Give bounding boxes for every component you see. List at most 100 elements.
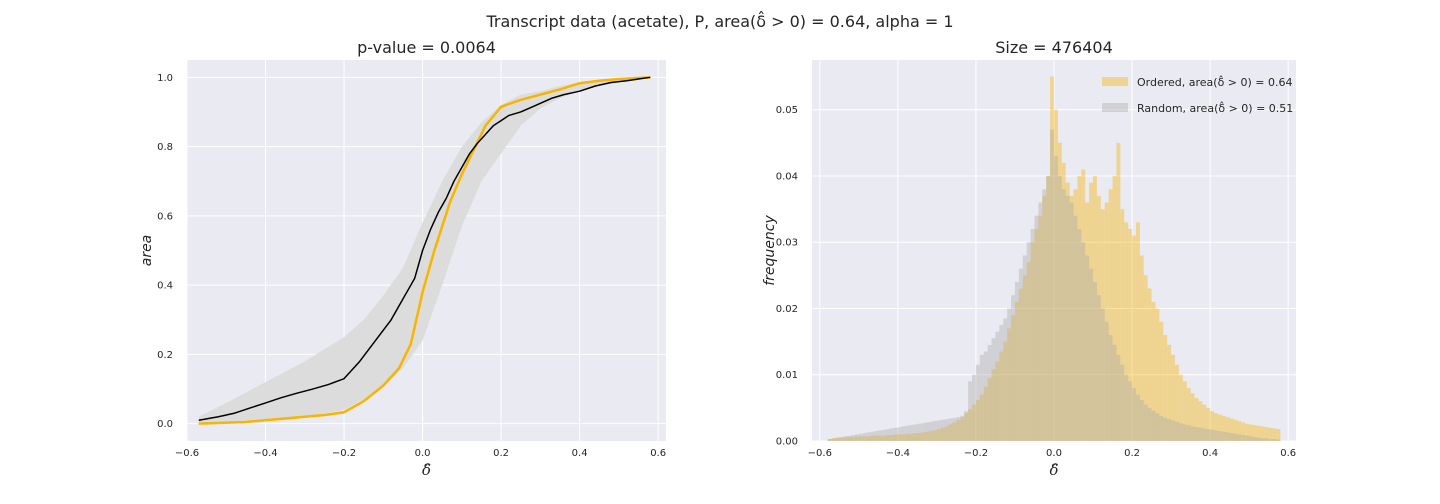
cdf-y-axis-label: area (139, 235, 155, 267)
ordered-bar (862, 436, 867, 441)
ordered-bar (1108, 189, 1113, 441)
hist-x-tick-label: −0.6 (808, 448, 832, 459)
hist-x-tick-label: −0.2 (964, 448, 988, 459)
cdf-x-tick-label: −0.2 (332, 448, 356, 459)
hist-x-tick-label: 0.4 (1202, 448, 1218, 459)
ordered-bar (1233, 419, 1238, 441)
ordered-bar (1182, 381, 1187, 441)
random-bar (956, 417, 961, 441)
ordered-bar (1042, 195, 1047, 441)
random-bar (897, 427, 902, 441)
random-bar (1186, 425, 1191, 441)
ordered-bar (948, 424, 953, 441)
random-bar (1128, 381, 1133, 441)
ordered-bar (1217, 414, 1222, 441)
ordered-bar (1007, 328, 1012, 441)
legend-label-ordered: Ordered, area(δ̂ > 0) = 0.64 (1137, 75, 1293, 89)
random-bar (1030, 228, 1035, 441)
random-bar (929, 421, 933, 441)
random-bar (1073, 215, 1078, 441)
random-bar (999, 325, 1004, 441)
random-bar (1139, 399, 1144, 441)
random-bar (968, 381, 973, 441)
random-bar (944, 419, 949, 441)
ordered-bar (964, 413, 969, 441)
random-bar (1096, 295, 1101, 441)
hist-y-tick-label: 0.05 (776, 105, 798, 116)
cdf-y-tick-label: 0.2 (157, 350, 173, 361)
random-bar (839, 437, 844, 441)
cdf-y-tick-label: 0.6 (157, 211, 173, 222)
ordered-bar (1143, 275, 1148, 441)
hist-x-tick-label: 0.6 (1280, 448, 1296, 459)
ordered-bar (1159, 321, 1164, 441)
random-bar (874, 431, 879, 441)
random-bar (1026, 242, 1031, 441)
random-bar (882, 429, 887, 441)
ordered-bar (858, 436, 863, 441)
ordered-bar (1120, 209, 1125, 441)
random-bar (995, 331, 1000, 441)
ordered-bar (944, 426, 949, 441)
random-bar (1089, 268, 1094, 441)
ordered-bar (1061, 162, 1066, 441)
legend-swatch-random (1102, 103, 1128, 112)
ordered-bar (1155, 308, 1160, 441)
ordered-bar (1046, 175, 1051, 441)
cdf-y-tick-label: 0.0 (157, 419, 173, 430)
random-bar (827, 439, 832, 441)
ordered-bar (960, 417, 965, 441)
random-bar (1210, 429, 1215, 441)
random-bar (1276, 439, 1281, 441)
random-bar (1108, 334, 1113, 441)
random-bar (1147, 407, 1152, 441)
ordered-bar (1198, 401, 1203, 441)
ordered-bar (921, 432, 926, 441)
random-bar (1171, 420, 1175, 441)
ordered-bar (1147, 288, 1152, 441)
random-bar (851, 435, 855, 441)
random-bar (1093, 281, 1097, 441)
hist-y-axis-label: frequency (762, 215, 778, 286)
cdf-chart: −0.6 −0.4 −0.2 0.0 0.2 0.4 0.6 0.0 0.2 0.4 0.6 0.8 1… (139, 38, 666, 479)
ordered-bar (952, 422, 957, 441)
ordered-bar (1112, 175, 1117, 441)
ordered-bar (999, 351, 1004, 441)
random-bar (1143, 404, 1148, 441)
random-bar (1132, 387, 1136, 441)
random-bar (1264, 438, 1269, 441)
ordered-bar (1264, 427, 1269, 441)
cdf-y-tick-label: 1.0 (157, 73, 173, 84)
hist-y-tick-label: 0.04 (776, 171, 798, 182)
ordered-bar (1256, 425, 1261, 441)
random-bar (1034, 215, 1039, 441)
ordered-bar (897, 434, 902, 441)
ordered-bar (1202, 404, 1207, 441)
histogram-chart: Ordered, area(δ̂ > 0) = 0.64 Random, area… (762, 38, 1296, 479)
ordered-bar (1276, 429, 1281, 441)
ordered-bar (1030, 242, 1035, 441)
ordered-bar (1014, 301, 1019, 441)
random-bar (933, 421, 937, 441)
random-bar (1155, 413, 1160, 441)
hist-y-tick-label: 0.00 (776, 437, 798, 448)
ordered-bar (1135, 222, 1140, 441)
ordered-bar (1073, 189, 1078, 441)
random-bar (1014, 281, 1019, 441)
ordered-bar (1022, 275, 1027, 441)
ordered-bar (1132, 235, 1136, 441)
random-bar (1163, 417, 1168, 441)
random-bar (1225, 432, 1230, 441)
random-bar (1046, 175, 1051, 441)
ordered-bar (843, 437, 848, 441)
ordered-bar (925, 431, 930, 441)
random-bar (890, 428, 894, 441)
ordered-bar (1237, 421, 1242, 441)
ordered-bar (1229, 418, 1234, 441)
legend-label-random: Random, area(δ̂ > 0) = 0.51 (1137, 101, 1293, 115)
random-bar (1151, 410, 1156, 441)
ordered-bar (1221, 415, 1226, 441)
ordered-bar (1011, 315, 1015, 441)
random-bar (913, 424, 918, 441)
ordered-bar (1069, 195, 1074, 441)
